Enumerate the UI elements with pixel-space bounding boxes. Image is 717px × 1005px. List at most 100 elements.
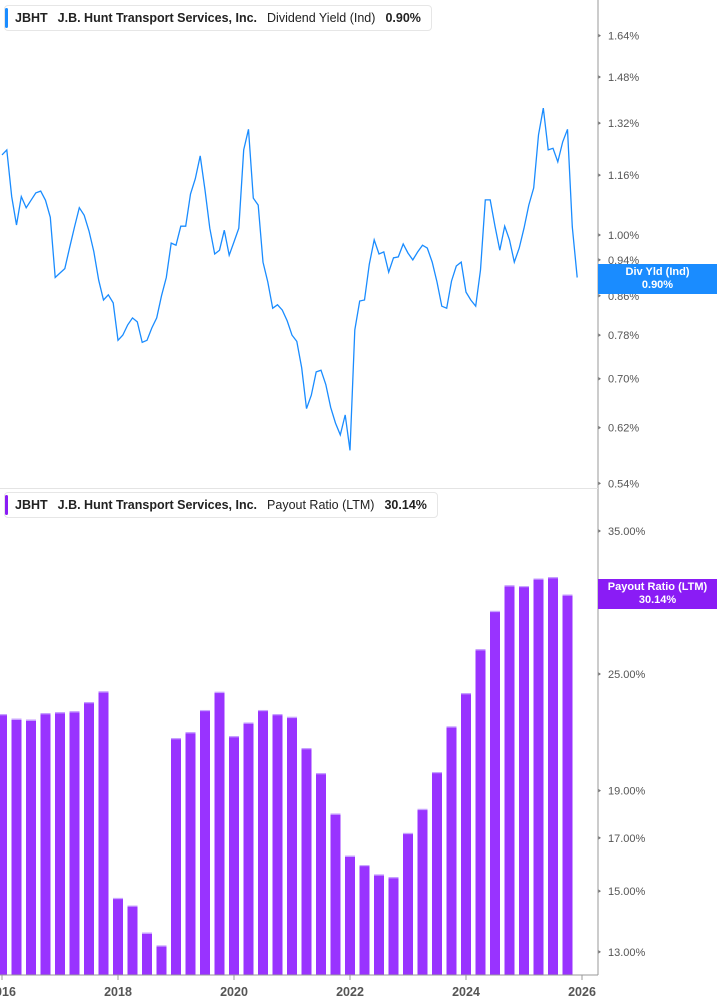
payout-bar: [461, 693, 471, 975]
payout-bar-cap: [461, 693, 471, 695]
payout-bar-cap: [98, 691, 109, 693]
legend-metric: Dividend Yield (Ind): [267, 11, 376, 25]
payout-bar-cap: [214, 691, 225, 694]
x-axis: 2016 2018 2020 2022 2024 2026: [0, 975, 596, 999]
y-tick-label: 25.00%: [608, 669, 646, 681]
yield-y-axis: 1.64%1.48%1.32%1.16%1.00%0.94%0.86%0.78%…: [598, 31, 639, 490]
y-tick-mark: [598, 121, 601, 126]
payout-bar: [533, 578, 544, 975]
x-tick-label: 2022: [336, 985, 364, 999]
legend-value: 0.90%: [385, 11, 421, 25]
y-tick-label: 15.00%: [608, 886, 646, 898]
payout-bar: [562, 594, 573, 975]
y-tick-label: 1.32%: [608, 118, 639, 130]
payout-bar-cap: [26, 719, 36, 721]
x-tick-label: 2024: [452, 985, 480, 999]
payout-bar: [26, 719, 36, 975]
y-tick-mark: [598, 233, 601, 237]
payout-bar-cap: [156, 945, 167, 947]
payout-bar: [287, 716, 297, 975]
y-tick-mark: [598, 425, 601, 430]
payout-bar: [0, 714, 7, 975]
payout-bar-cap: [345, 855, 355, 857]
tag-label: Payout Ratio (LTM): [607, 581, 708, 593]
payout-bar-cap: [330, 813, 341, 815]
payout-bar-cap: [142, 932, 152, 934]
payout-bar: [330, 813, 341, 975]
y-tick-label: 0.78%: [608, 330, 639, 342]
x-tick-label: 2018: [104, 985, 132, 999]
y-tick-label: 1.64%: [608, 31, 639, 43]
y-tick-label: 35.00%: [608, 526, 646, 538]
payout-bar-cap: [185, 732, 196, 734]
tag-value: 30.14%: [638, 594, 677, 606]
payout-bar-cap: [316, 773, 326, 775]
payout-bar-cap: [403, 832, 413, 835]
payout-bar: [40, 713, 51, 975]
payout-bar-cap: [272, 714, 283, 716]
legend-value: 30.14%: [384, 498, 427, 512]
payout-bar-cap: [200, 709, 210, 712]
y-tick-mark: [598, 376, 601, 381]
payout-bar-cap: [432, 772, 442, 774]
payout-bar-cap: [301, 748, 312, 750]
payout-bar: [98, 691, 109, 975]
y-tick-label: 1.16%: [608, 170, 639, 182]
tag-value: 0.90%: [641, 279, 674, 291]
payout-bar-cap: [287, 716, 297, 719]
payout-bar-cap: [11, 718, 22, 720]
y-tick-label: 1.48%: [608, 72, 639, 84]
payout-bar-cap: [374, 874, 384, 876]
payout-bar: [417, 808, 428, 975]
payout-bar: [11, 718, 22, 975]
yield-legend-accent: [5, 8, 8, 28]
payout-legend-accent: [5, 495, 8, 515]
payout-bar: [374, 874, 384, 975]
y-tick-label: 17.00%: [608, 833, 646, 845]
payout-bar: [171, 738, 181, 975]
y-tick-mark: [598, 889, 601, 894]
legend-ticker: JBHT: [15, 498, 48, 512]
legend-ticker: JBHT: [15, 11, 48, 25]
payout-bar-cap: [562, 594, 573, 596]
payout-bar-cap: [127, 905, 138, 907]
y-tick-mark: [598, 333, 601, 338]
payout-bar: [142, 932, 152, 975]
y-tick-label: 13.00%: [608, 947, 646, 959]
payout-bar: [84, 702, 94, 975]
payout-bar-cap: [490, 610, 500, 613]
payout-bar: [229, 736, 239, 975]
payout-bar: [301, 748, 312, 975]
payout-bar: [432, 772, 442, 975]
legend-company: J.B. Hunt Transport Services, Inc.: [57, 11, 258, 25]
y-tick-label: 0.62%: [608, 423, 639, 435]
payout-last-value-tag: Payout Ratio (LTM) 30.14%: [598, 579, 717, 609]
payout-bar: [55, 712, 65, 975]
payout-bar-cap: [258, 709, 268, 712]
payout-bar: [359, 865, 370, 975]
payout-bar-cap: [84, 702, 94, 704]
x-tick-label: 2026: [568, 985, 596, 999]
payout-bars: [0, 577, 573, 975]
tag-label: Div Yld (Ind): [625, 266, 690, 278]
y-tick-mark: [598, 835, 601, 840]
payout-bar-cap: [548, 577, 558, 579]
payout-bar: [258, 709, 268, 975]
payout-bar: [316, 773, 326, 975]
payout-bar: [185, 732, 196, 975]
payout-bar: [214, 691, 225, 975]
y-tick-mark: [598, 949, 601, 954]
y-tick-label: 0.94%: [608, 255, 639, 267]
payout-bar-cap: [171, 738, 181, 740]
payout-bar-cap: [417, 808, 428, 811]
yield-line: [1, 107, 578, 451]
payout-bar-cap: [519, 586, 529, 588]
payout-bar-cap: [475, 649, 486, 651]
y-tick-label: 19.00%: [608, 786, 646, 798]
payout-bar: [548, 577, 558, 975]
payout-bar-cap: [69, 711, 80, 713]
y-tick-label: 0.70%: [608, 374, 639, 386]
yield-last-value-tag: Div Yld (Ind) 0.90%: [598, 264, 717, 294]
payout-bar: [272, 714, 283, 975]
